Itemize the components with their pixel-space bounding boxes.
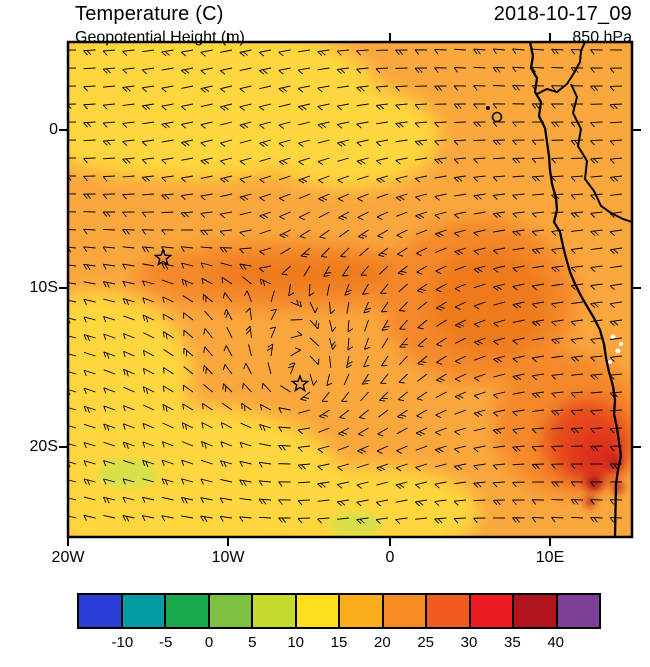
plot-level: 850 hPa: [572, 29, 632, 46]
colorbar-tick-label: 10: [287, 634, 304, 651]
plot-subtitle-geopotential: Geopotential Height (m): [75, 29, 245, 46]
country-border: [570, 83, 632, 223]
wind-barbs: [68, 48, 623, 525]
colorbar-box: [296, 595, 340, 627]
country-border: [536, 42, 586, 95]
colorbar-tick-label: 0: [204, 634, 214, 651]
x-tick-label: 10E: [535, 549, 565, 566]
x-tick-label: 10W: [211, 549, 245, 566]
colorbar-box: [209, 595, 253, 627]
header-left: Temperature (C) Geopotential Height (m): [75, 3, 245, 47]
y-tick-label: 20S: [29, 438, 58, 455]
colorbar: -10 -5 0 5 10 15 20 25 30 35 40: [77, 593, 601, 654]
temperature-field: [68, 42, 632, 537]
missing-data-specks: [608, 334, 623, 364]
map-frame: [66, 40, 634, 539]
colorbar-tick-label: 5: [248, 634, 257, 651]
colorbar-boxes: [77, 593, 601, 629]
island-outline: [491, 111, 503, 123]
y-tick-label: 0: [49, 121, 58, 138]
colorbar-box: [557, 595, 599, 627]
colorbar-tick-label: 35: [503, 634, 521, 651]
colorbar-box: [166, 595, 210, 627]
star-marker: [153, 248, 173, 267]
y-tick-label: 10S: [29, 279, 58, 296]
colorbar-tick-label: 25: [417, 634, 434, 651]
x-tick-label: 0: [385, 549, 395, 566]
coastline: [486, 42, 632, 537]
colorbar-box: [470, 595, 514, 627]
colorbar-box: [340, 595, 384, 627]
colorbar-labels: -10 -5 0 5 10 15 20 25 30 35 40: [77, 634, 601, 654]
colorbar-box: [514, 595, 558, 627]
colorbar-tick-label: 15: [330, 634, 348, 651]
colorbar-box: [79, 595, 123, 627]
colorbar-box: [122, 595, 166, 627]
colorbar-tick-label: 30: [460, 634, 478, 651]
colorbar-tick-label: 20: [373, 634, 391, 651]
star-marker: [290, 374, 310, 393]
header-right: 2018-10-17_09 850 hPa: [494, 3, 632, 47]
star-markers: [153, 248, 310, 393]
axis-ticks: [59, 33, 641, 546]
plot-datetime: 2018-10-17_09: [493, 3, 632, 25]
colorbar-box: [427, 595, 471, 627]
colorbar-box: [253, 595, 297, 627]
colorbar-tick-label: 40: [547, 634, 564, 651]
island-dot: [486, 106, 490, 110]
colorbar-box: [383, 595, 427, 627]
colorbar-tick-label: -5: [158, 634, 173, 651]
x-tick-label: 20W: [51, 549, 85, 566]
plot-title-temperature: Temperature (C): [75, 3, 224, 25]
colorbar-tick-label: -10: [111, 634, 134, 651]
